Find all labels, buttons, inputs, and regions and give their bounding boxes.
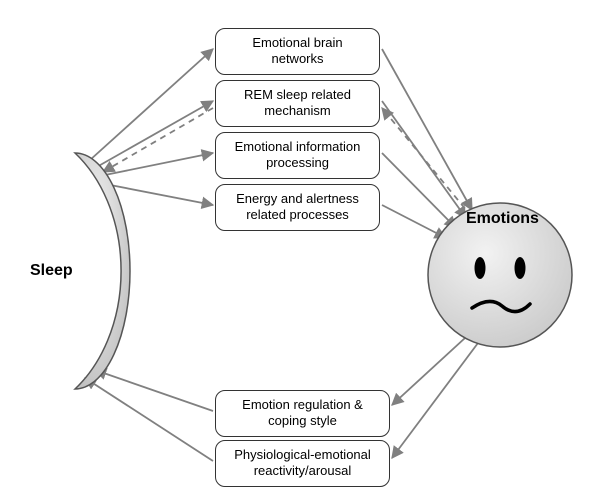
edge-arrow [103,108,213,172]
node-energy-alertness: Energy and alertnessrelated processes [215,184,380,231]
edge-arrow [382,108,472,217]
sleep-moon-shape [75,153,130,389]
edge-arrow [382,153,456,228]
edge-arrow [105,184,213,205]
sleep-label: Sleep [30,262,73,280]
edge-arrow [100,153,213,176]
emotions-label: Emotions [466,210,539,228]
edge-arrow [392,343,478,458]
node-label: Emotional informationprocessing [235,139,361,170]
node-label: Physiological-emotionalreactivity/arousa… [234,447,371,478]
node-physiological-reactivity: Physiological-emotionalreactivity/arousa… [215,440,390,487]
node-rem-sleep-mechanism: REM sleep relatedmechanism [215,80,380,127]
edge-arrow [382,205,446,238]
edge-arrow [382,49,472,210]
node-label: REM sleep relatedmechanism [244,87,351,118]
node-emotional-info-processing: Emotional informationprocessing [215,132,380,179]
edge-arrow [392,338,465,405]
node-label: Energy and alertnessrelated processes [236,191,359,222]
edge-arrow [95,370,213,411]
edge-arrow [95,101,213,168]
edge-arrow [85,378,213,461]
node-emotional-brain-networks: Emotional brainnetworks [215,28,380,75]
edge-arrow [382,101,466,218]
edge-arrow [90,49,213,160]
node-label: Emotional brainnetworks [252,35,342,66]
node-label: Emotion regulation &coping style [242,397,363,428]
node-emotion-regulation: Emotion regulation &coping style [215,390,390,437]
